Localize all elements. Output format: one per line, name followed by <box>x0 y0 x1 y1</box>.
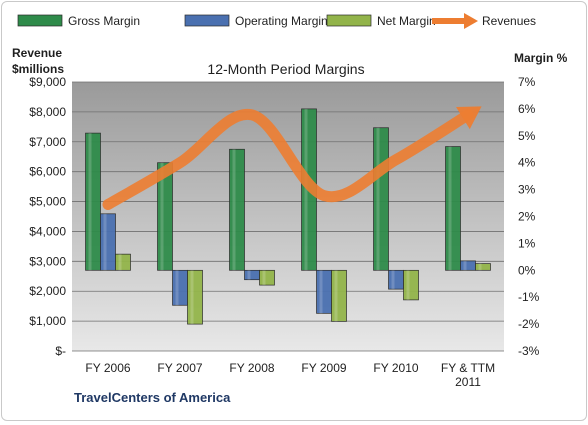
left-tick-label: $9,000 <box>29 75 66 89</box>
x-tick-label: FY 2006 <box>85 361 130 375</box>
left-tick-label: $- <box>55 344 66 358</box>
right-tick-label: 7% <box>518 75 536 89</box>
left-tick-label: $3,000 <box>29 254 66 268</box>
left-axis-title: Revenue <box>12 46 62 60</box>
legend-label: Revenues <box>482 14 536 28</box>
bar-operating-margin <box>244 269 260 281</box>
bar-gross-margin <box>157 162 173 271</box>
bar-net-margin <box>475 263 491 271</box>
company-name: TravelCenters of America <box>74 390 231 405</box>
bar-highlight <box>103 213 107 271</box>
bar-highlight <box>190 270 194 325</box>
right-tick-label: 1% <box>518 236 536 250</box>
bar-gross-margin <box>85 132 101 271</box>
bars-layer <box>85 108 491 325</box>
bar-highlight <box>463 260 467 271</box>
bar-gross-margin <box>373 127 389 271</box>
revenue-arrowhead <box>456 106 482 130</box>
left-tick-label: $5,000 <box>29 195 66 209</box>
revenue-point <box>107 204 109 206</box>
left-tick-label: $6,000 <box>29 165 66 179</box>
right-tick-label: -3% <box>518 344 540 358</box>
legend: Gross Margin Operating Margin Net Margin Re… <box>17 13 536 29</box>
bar-net-margin <box>331 269 347 322</box>
bar-highlight <box>232 149 236 271</box>
bar-gross-margin <box>445 146 461 271</box>
right-tick-label: 6% <box>518 102 536 116</box>
x-tick-label: FY 2010 <box>373 361 418 375</box>
bar-highlight <box>391 270 395 290</box>
axes-layer: $- $1,000 $2,000 $3,000 $4,000 $5,000 $6,000 $7… <box>29 75 539 389</box>
right-tick-label: -2% <box>518 317 540 331</box>
x-tick-label: 2011 <box>455 375 481 389</box>
bar-highlight <box>478 263 482 271</box>
bar-highlight <box>262 270 266 286</box>
right-axis-title: Margin % <box>514 51 568 65</box>
bar-net-margin <box>259 269 275 286</box>
legend-label: Gross Margin <box>68 14 140 28</box>
bar-highlight <box>304 108 308 271</box>
bar-operating-margin <box>388 269 404 290</box>
right-tick-label: 2% <box>518 210 536 224</box>
bar-highlight <box>160 162 164 271</box>
x-tick-label: FY 2008 <box>229 361 274 375</box>
left-tick-label: $8,000 <box>29 105 66 119</box>
revenue-point <box>179 162 181 164</box>
revenue-point <box>323 195 325 197</box>
bar-highlight <box>376 127 380 271</box>
revenue-point <box>251 114 253 116</box>
chart-labels: Revenue $millions Margin % 12-Month Period … <box>12 46 568 405</box>
right-tick-label: 5% <box>518 129 536 143</box>
right-tick-label: 3% <box>518 183 536 197</box>
bar-highlight <box>334 270 338 322</box>
left-tick-label: $7,000 <box>29 135 66 149</box>
right-tick-label: 4% <box>518 156 536 170</box>
bar-net-margin <box>115 253 131 271</box>
revenue-point <box>395 159 397 161</box>
bar-highlight <box>175 270 179 306</box>
bar-highlight <box>448 146 452 271</box>
right-tick-label: 0% <box>518 263 536 277</box>
right-tick-label: -1% <box>518 290 540 304</box>
revenue-line <box>102 108 474 211</box>
x-tick-label: FY 2007 <box>157 361 202 375</box>
bar-highlight <box>88 133 92 271</box>
legend-arrow-head <box>464 13 478 29</box>
left-tick-label: $1,000 <box>29 314 66 328</box>
left-tick-label: $2,000 <box>29 284 66 298</box>
bar-highlight <box>406 270 410 300</box>
gridlines <box>72 81 504 352</box>
bar-highlight <box>247 270 251 280</box>
left-tick-label: $4,000 <box>29 224 66 238</box>
bar-net-margin <box>187 269 203 325</box>
chart-svg: $- $1,000 $2,000 $3,000 $4,000 $5,000 $6,000 $7… <box>12 13 568 405</box>
revenue-line-layer <box>102 106 482 211</box>
bar-operating-margin <box>316 269 332 314</box>
chart-title: 12-Month Period Margins <box>207 61 364 77</box>
legend-swatch <box>326 14 372 27</box>
legend-label: Operating Margin <box>235 14 328 28</box>
x-tick-label: FY 2009 <box>301 361 346 375</box>
bar-operating-margin <box>172 269 188 306</box>
bar-highlight <box>118 254 122 271</box>
bar-operating-margin <box>100 213 116 271</box>
bar-operating-margin <box>460 260 476 271</box>
bar-net-margin <box>403 269 419 301</box>
x-tick-label: FY & TTM <box>441 361 495 375</box>
bar-gross-margin <box>229 148 245 271</box>
legend-swatch <box>184 14 230 27</box>
plot-area <box>72 82 504 351</box>
legend-label: Net Margin <box>377 14 436 28</box>
legend-swatch <box>17 14 63 27</box>
left-axis-subtitle: $millions <box>12 62 64 76</box>
bar-highlight <box>319 270 323 314</box>
